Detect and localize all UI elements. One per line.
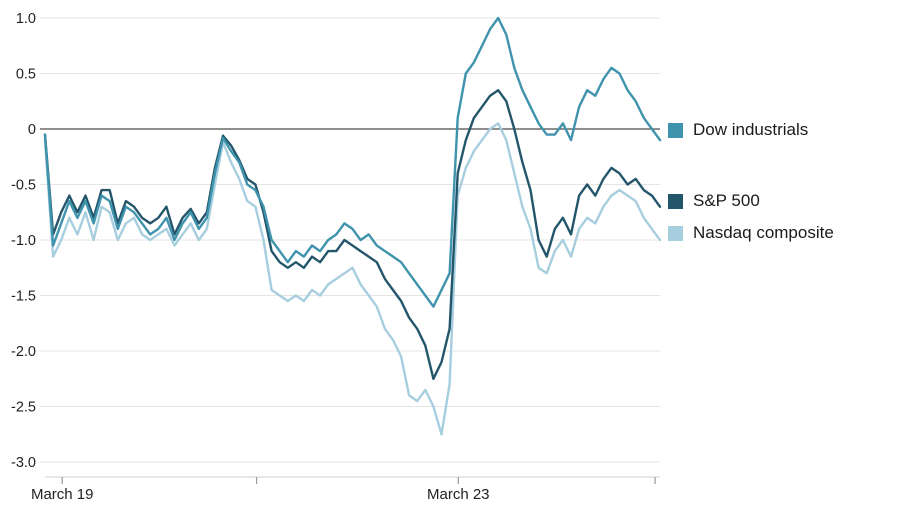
x-tick-label: March 19	[31, 486, 94, 503]
series-line-dow-industrials	[43, 16, 662, 308]
y-tick-label: -1.0	[11, 233, 36, 249]
legend-item-sp-500: S&P 500	[668, 191, 760, 211]
y-tick-label: -2.5	[11, 400, 36, 416]
legend-item-nasdaq-composite: Nasdaq composite	[668, 223, 834, 243]
legend-label-nasdaq-composite: Nasdaq composite	[693, 223, 834, 242]
legend-label-sp-500: S&P 500	[693, 191, 760, 210]
line-chart: 1.0 0.5 0 -0.5 -1.0 -1.5 -2.0 -2.5 -3.0 March 19 M…	[11, 11, 662, 503]
y-tick-label: 1.0	[16, 11, 36, 27]
y-tick-label: -3.0	[11, 455, 36, 471]
y-tick-label: -2.0	[11, 344, 36, 360]
x-tick-label: March 23	[427, 486, 490, 503]
y-tick-label: 0.5	[16, 67, 36, 83]
legend-swatch-sp-500	[668, 193, 683, 209]
legend: Dow industrials S&P 500 Nasdaq composite	[668, 0, 898, 510]
series-line-nasdaq-composite	[43, 122, 662, 436]
y-tick-label: -0.5	[11, 178, 36, 194]
chart-area: 1.0 0.5 0 -0.5 -1.0 -1.5 -2.0 -2.5 -3.0 March 19 M…	[11, 11, 662, 503]
series-line-s-p-500	[43, 88, 662, 380]
legend-item-dow-industrials: Dow industrials	[668, 120, 808, 140]
legend-swatch-dow-industrials	[668, 122, 683, 138]
legend-swatch-nasdaq-composite	[668, 225, 683, 241]
y-tick-label: -1.5	[11, 289, 36, 305]
y-tick-label: 0	[28, 122, 36, 138]
legend-label-dow-industrials: Dow industrials	[693, 120, 809, 139]
